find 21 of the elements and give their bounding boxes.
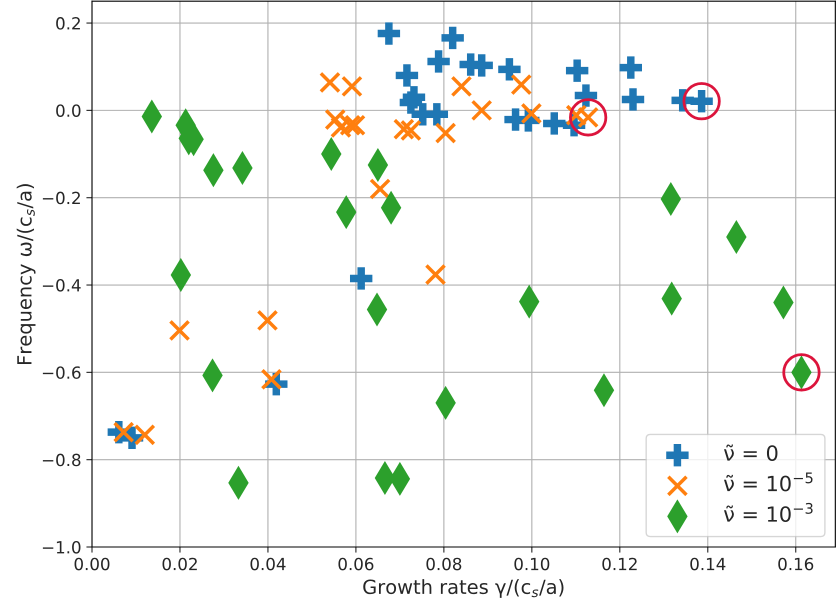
x-tick-label: 0.00 (74, 558, 110, 570)
legend-label: ν̃ = 10$^{−5}$ (724, 472, 813, 492)
x-axis-title: Growth rates γ/(c$_{s}$/a) (363, 579, 564, 598)
y-tick-label: −0.2 (42, 192, 80, 204)
x-tick-label: 0.14 (690, 558, 726, 570)
legend-label: ν̃ = 0 (724, 444, 778, 461)
legend-label: ν̃ = 10$^{−3}$ (724, 502, 813, 522)
x-tick-label: 0.06 (338, 558, 374, 570)
y-tick-label: 0.0 (56, 104, 80, 117)
x-tick-label: 0.02 (162, 558, 197, 570)
x-tick-label: 0.10 (514, 558, 550, 570)
y-tick-label: −0.8 (42, 454, 80, 466)
x-tick-label: 0.04 (250, 558, 286, 570)
y-axis-title: Frequency ω/(c$_{s}$/a) (16, 184, 36, 364)
x-tick-label: 0.12 (602, 558, 637, 570)
y-tick-label: −1.0 (42, 540, 80, 554)
y-tick-label: −0.6 (42, 366, 81, 379)
y-tick-label: 0.2 (56, 17, 80, 30)
y-tick-label: −0.4 (42, 278, 81, 292)
x-tick-label: 0.08 (426, 558, 462, 570)
x-tick-label: 0.16 (778, 558, 814, 570)
